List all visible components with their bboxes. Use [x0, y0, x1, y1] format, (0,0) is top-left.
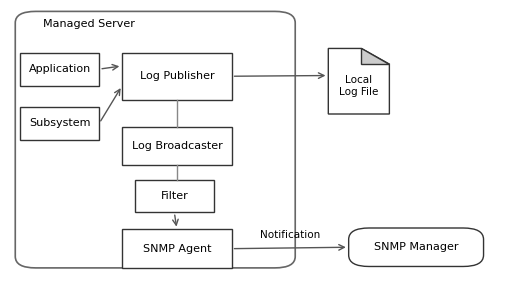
Text: Log Publisher: Log Publisher: [139, 71, 214, 81]
FancyBboxPatch shape: [15, 11, 295, 268]
Bar: [135, 180, 214, 212]
Bar: [122, 53, 232, 100]
Text: Application: Application: [29, 64, 91, 74]
Text: Subsystem: Subsystem: [29, 118, 91, 128]
Bar: [122, 229, 232, 268]
Bar: [20, 107, 99, 140]
Text: Notification: Notification: [260, 230, 320, 240]
Polygon shape: [328, 48, 389, 114]
Text: SNMP Manager: SNMP Manager: [374, 242, 459, 252]
Text: Log Broadcaster: Log Broadcaster: [131, 141, 222, 151]
Text: SNMP Agent: SNMP Agent: [143, 244, 211, 254]
Text: Local
Log File: Local Log File: [339, 75, 379, 97]
FancyBboxPatch shape: [349, 228, 484, 266]
Polygon shape: [361, 48, 389, 64]
Bar: [20, 53, 99, 86]
Text: Filter: Filter: [160, 191, 188, 201]
Text: Managed Server: Managed Server: [43, 19, 135, 29]
Bar: [122, 127, 232, 165]
